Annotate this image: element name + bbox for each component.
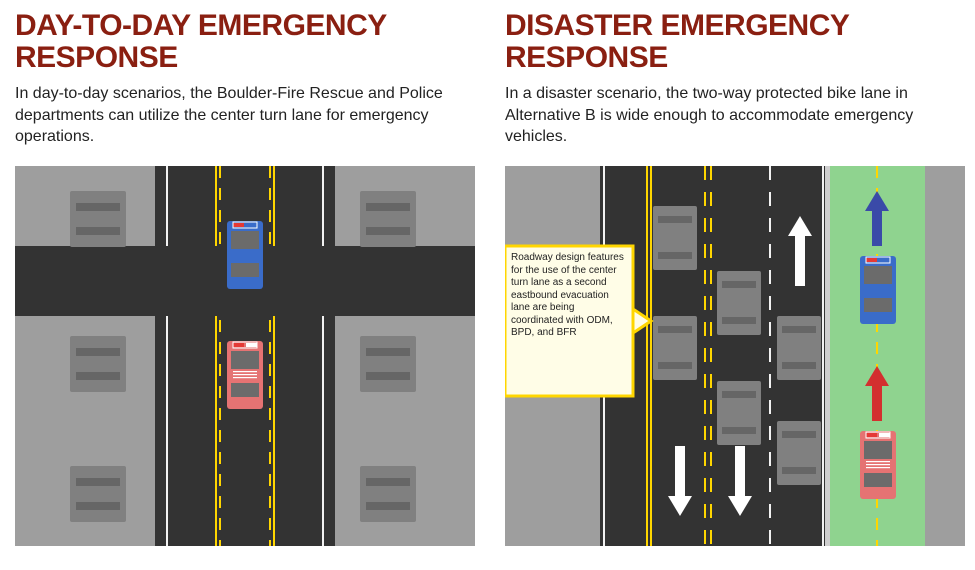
traffic-car-icon — [717, 381, 761, 445]
fire-truck-bike — [860, 431, 896, 499]
fire-truck — [227, 341, 263, 409]
parked-car-icon — [360, 191, 416, 247]
parked-car-icon — [70, 191, 126, 247]
callout-text: Roadway design features for the use of t… — [511, 252, 627, 340]
panel-body: In day-to-day scenarios, the Boulder-Fir… — [15, 83, 475, 148]
traffic-car-icon — [777, 421, 821, 485]
parked-car-icon — [360, 336, 416, 392]
parked-car-icon — [360, 466, 416, 522]
callout-box: Roadway design features for the use of t… — [505, 246, 651, 396]
traffic-car-icon — [717, 271, 761, 335]
parked-car-icon — [70, 466, 126, 522]
police-car-bike — [860, 256, 896, 324]
panel-day-to-day: DAY-TO-DAY EMERGENCY RESPONSE In day-to-… — [15, 10, 475, 560]
parked-car-icon — [70, 336, 126, 392]
traffic-car-icon — [653, 316, 697, 380]
traffic-car-icon — [777, 316, 821, 380]
panel-body: In a disaster scenario, the two-way prot… — [505, 83, 965, 148]
panel-disaster: DISASTER EMERGENCY RESPONSE In a disaste… — [505, 10, 965, 560]
police-car — [227, 221, 263, 289]
diagram-bikelane: Roadway design features for the use of t… — [505, 166, 965, 546]
diagram-intersection — [15, 166, 475, 546]
traffic-car-icon — [653, 206, 697, 270]
panel-title: DISASTER EMERGENCY RESPONSE — [505, 10, 965, 73]
panel-title: DAY-TO-DAY EMERGENCY RESPONSE — [15, 10, 475, 73]
